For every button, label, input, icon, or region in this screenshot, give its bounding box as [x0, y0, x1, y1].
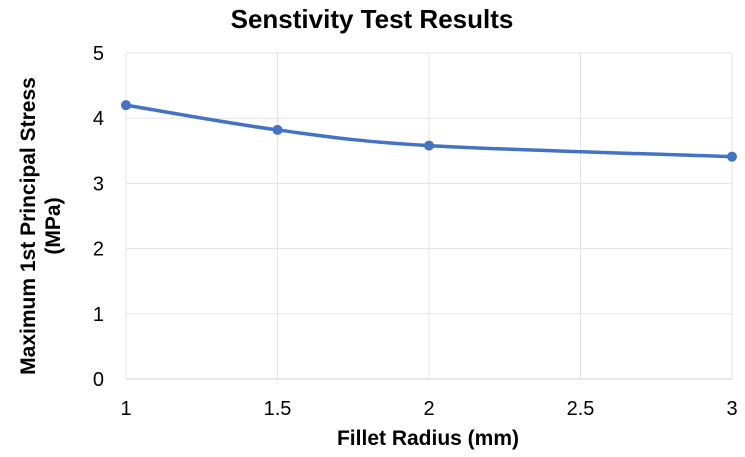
y-axis-title-line-1: Maximum 1st Principal Stress	[17, 77, 40, 375]
x-tick-label: 2.5	[567, 398, 595, 420]
x-axis-title: Fillet Radius (mm)	[337, 427, 519, 450]
y-axis-title: Maximum 1st Principal Stress (MPa)	[17, 77, 65, 375]
chart-title: Senstivity Test Results	[231, 4, 514, 34]
series-layer	[121, 100, 737, 162]
y-tick-label: 4	[93, 108, 104, 130]
grid-lines	[125, 52, 733, 380]
x-tick-label: 3	[726, 398, 737, 420]
y-tick-label: 3	[93, 173, 104, 195]
y-tick-label: 5	[93, 43, 104, 65]
data-point	[272, 124, 283, 135]
y-tick-label: 0	[93, 369, 104, 391]
y-tick-label: 2	[93, 239, 104, 261]
x-tick-label: 1.5	[264, 398, 292, 420]
data-point	[121, 100, 131, 111]
series-line	[124, 103, 734, 159]
y-tick-label: 1	[93, 304, 104, 326]
data-point	[727, 151, 737, 162]
x-tick-label: 2	[423, 398, 434, 420]
x-tick-label: 1	[120, 398, 131, 420]
y-axis-title-line-2: (MPa)	[42, 197, 65, 254]
data-point	[424, 140, 434, 151]
